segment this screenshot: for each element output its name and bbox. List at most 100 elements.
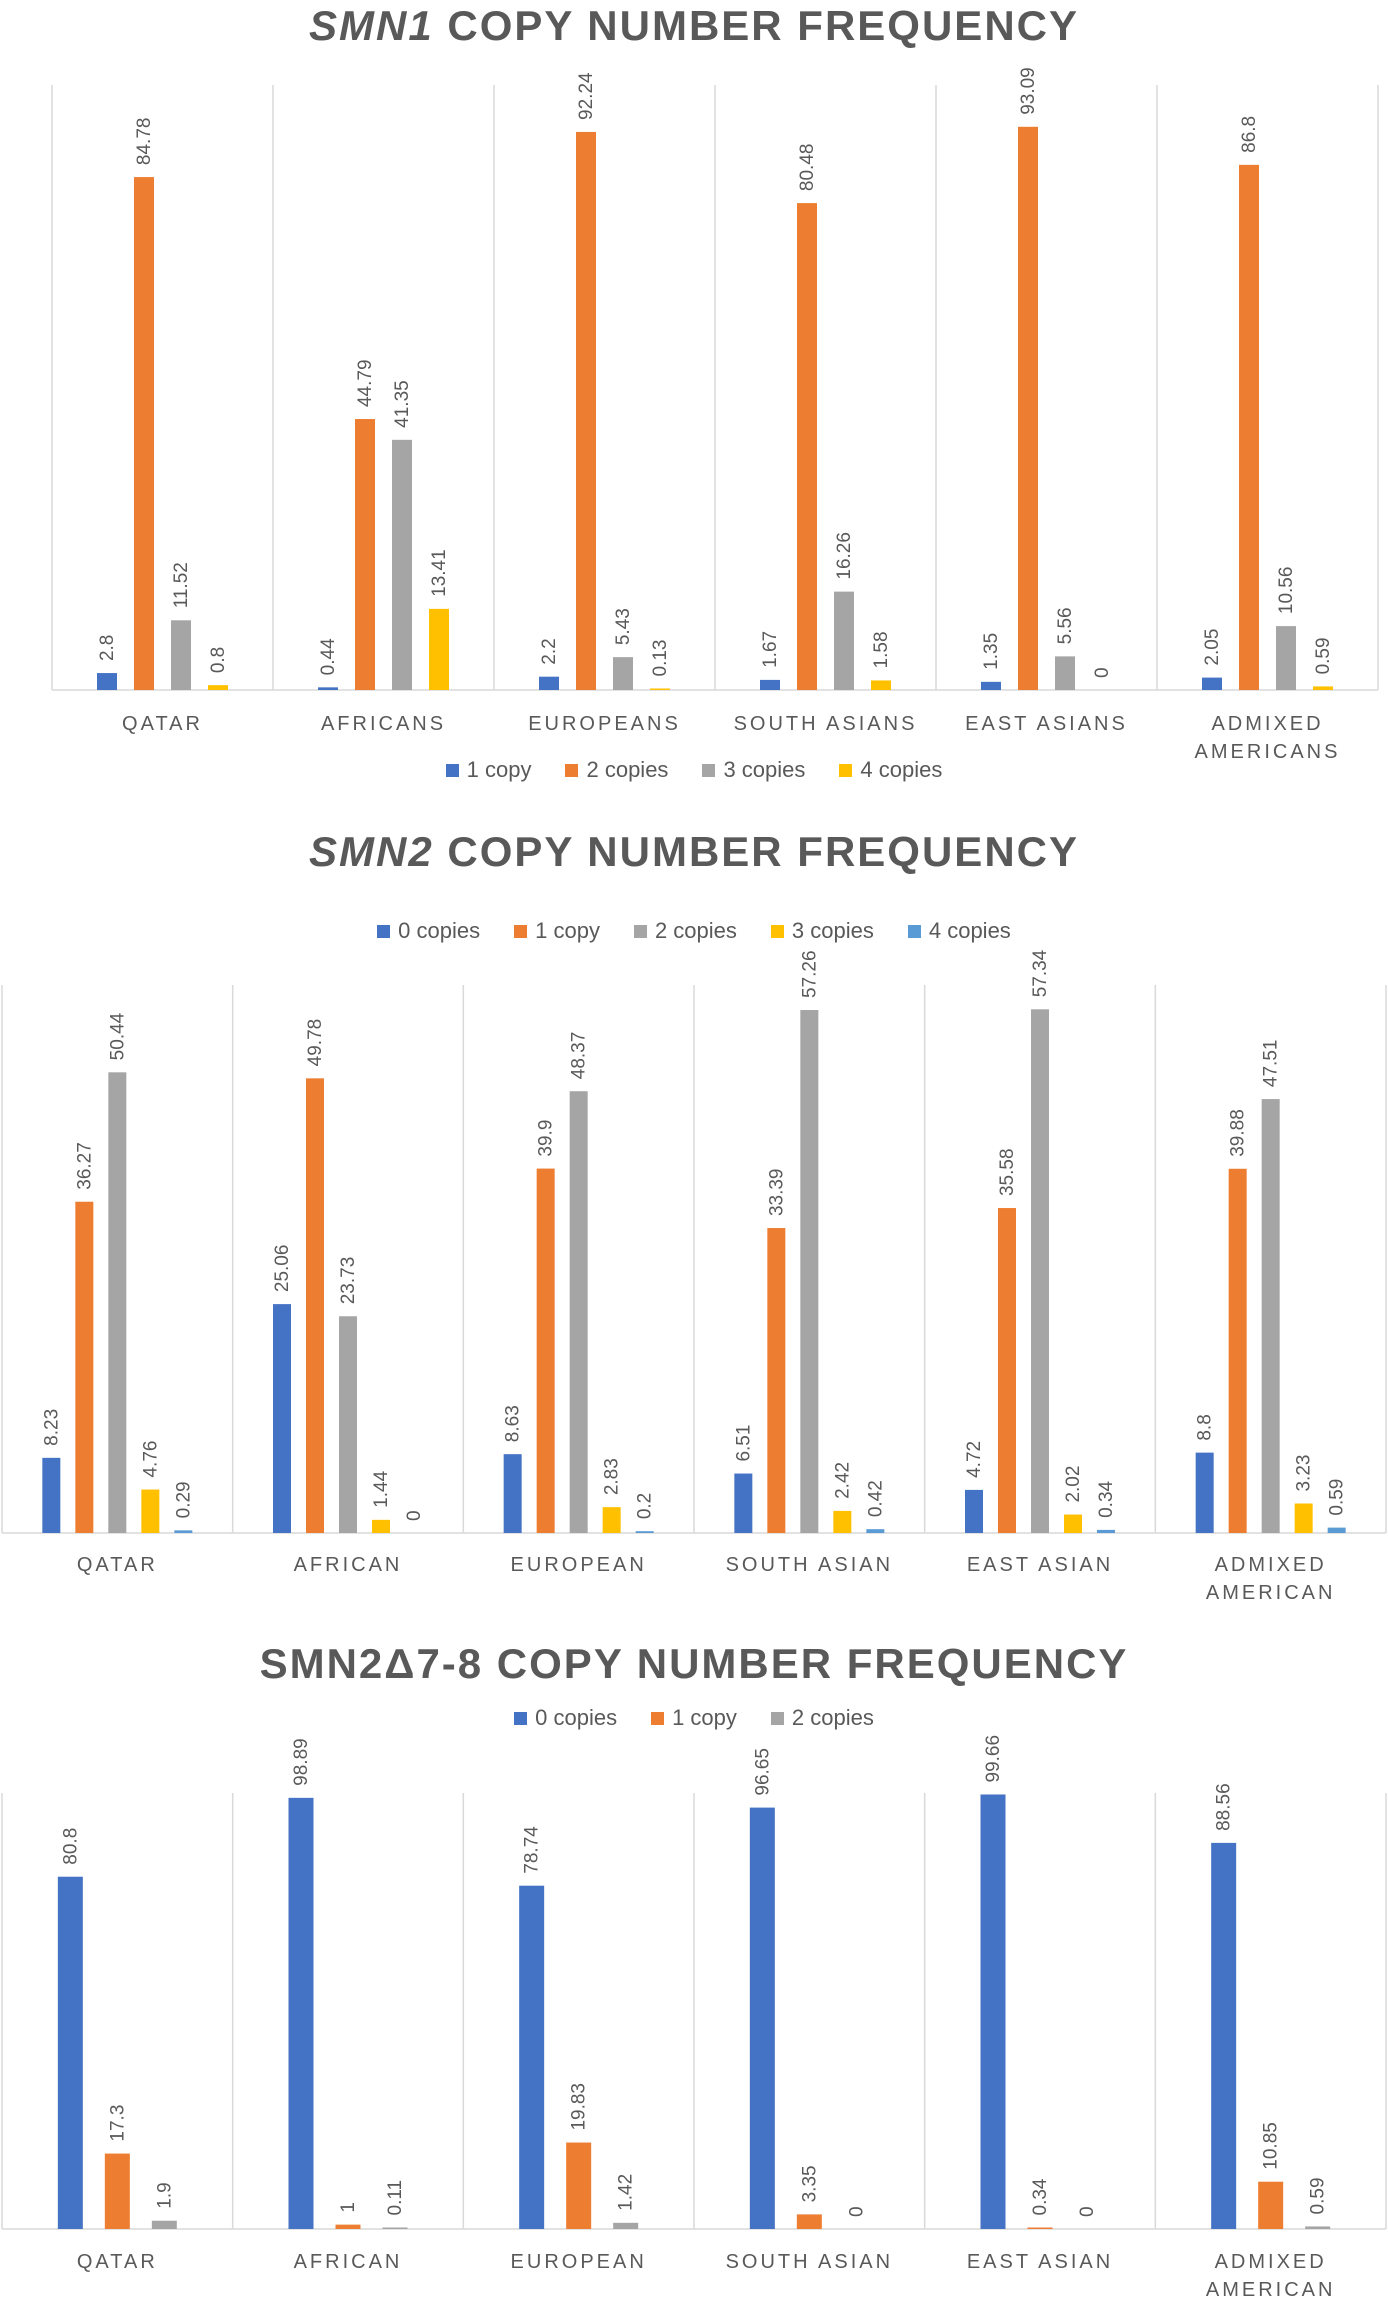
bar-south-asian-0-copies (734, 1473, 753, 1533)
data-label: 6.51 (733, 1425, 754, 1462)
legend-label: 1 copy (535, 918, 600, 943)
bar-europeans-2-copies (576, 131, 596, 690)
data-label: 0.13 (650, 640, 671, 677)
data-label: 2.8 (97, 635, 118, 661)
bar-european-3-copies (602, 1507, 621, 1533)
bar-qatar-1-copy (104, 2153, 130, 2229)
chart-title-smn1: SMN1 COPY NUMBER FREQUENCY (0, 2, 1388, 50)
legend-item-0-copies: 0 copies (377, 918, 480, 944)
legend-swatch (702, 763, 716, 777)
bar-african-1-copy (306, 1078, 324, 1533)
bar-european-2-copies (613, 2222, 639, 2229)
legend-item-3-copies: 3 copies (702, 757, 805, 783)
bar-south-asian-3-copies (833, 1510, 852, 1533)
category-label: AMERICAN (1206, 1582, 1336, 1604)
bar-south-asian-4-copies (866, 1529, 885, 1533)
legend-label: 4 copies (928, 918, 1011, 943)
bar-south-asians-3-copies (834, 591, 854, 690)
data-label: 0 (1077, 2206, 1098, 2217)
legend-item-1-copy: 1 copy (445, 757, 532, 783)
data-label: 39.9 (536, 1120, 557, 1157)
data-label: 0.2 (635, 1493, 656, 1519)
category-label: AMERICANS (1195, 741, 1341, 763)
bar-admixed-american-3-copies (1294, 1503, 1313, 1533)
title-gene-name: SMN1 (309, 2, 434, 49)
data-label: 0.34 (1030, 2178, 1051, 2215)
legend-swatch (770, 924, 784, 938)
legend-label: 0 copies (398, 918, 481, 943)
category-label: SOUTH ASIAN (726, 1554, 893, 1576)
data-label: 11.52 (171, 562, 192, 608)
data-label: 36.27 (74, 1142, 95, 1190)
bar-admixed-americans-2-copies (1239, 164, 1259, 691)
data-label: 0.59 (1308, 2177, 1329, 2214)
chart-title-smn2-delta: SMN2Δ7-8 COPY NUMBER FREQUENCY (0, 1640, 1388, 1688)
bar-admixed-american-4-copies (1327, 1527, 1346, 1533)
data-label: 98.89 (291, 1738, 312, 1786)
data-label: 1.67 (760, 631, 781, 668)
legend-swatch (633, 924, 647, 938)
bar-european-1-copy (566, 2142, 592, 2229)
bar-african-0-copies (288, 1797, 314, 2229)
bar-european-0-copies (503, 1454, 522, 1533)
bar-africans-2-copies (355, 419, 375, 690)
category-label: EUROPEANS (528, 713, 681, 735)
data-label: 3.35 (799, 2165, 820, 2202)
legend-swatch (514, 1711, 528, 1725)
bar-south-asians-2-copies (797, 203, 817, 690)
data-label: 1.35 (981, 633, 1002, 670)
legend-smn1: 1 copy 2 copies 3 copies 4 copies (0, 757, 1388, 783)
legend-item-2-copies: 2 copies (770, 1705, 874, 1731)
bar-east-asians-2-copies (1018, 126, 1038, 691)
bar-qatar-0-copies (57, 1876, 83, 2229)
data-label: 1.9 (154, 2182, 175, 2208)
data-label: 86.8 (1239, 116, 1260, 153)
legend-item-2-copies: 2 copies (633, 918, 737, 944)
category-label: EAST ASIANS (965, 713, 1128, 735)
legend-label: 1 copy (466, 757, 532, 782)
data-label: 80.48 (797, 144, 818, 192)
bar-east-asian-2-copies (1031, 1009, 1049, 1533)
data-label: 0.34 (1096, 1480, 1117, 1517)
bar-south-asian-1-copy (767, 1228, 786, 1533)
bar-south-asians-4-copies (871, 680, 891, 690)
category-label: EAST ASIAN (967, 2251, 1113, 2273)
data-label: 5.43 (613, 608, 634, 645)
legend-label: 3 copies (791, 918, 874, 943)
data-label: 33.39 (766, 1168, 787, 1216)
data-label: 35.58 (997, 1148, 1018, 1196)
category-label: AFRICAN (294, 2251, 403, 2273)
bar-south-asian-1-copy (796, 2214, 822, 2229)
category-label: SOUTH ASIANS (734, 713, 918, 735)
legend-smn2-delta: 0 copies 1 copy 2 copies (0, 1705, 1388, 1731)
legend-swatch (377, 924, 391, 938)
bar-south-asian-0-copies (749, 1807, 775, 2229)
data-label: 49.78 (305, 1019, 326, 1067)
category-label: EUROPEAN (511, 1554, 647, 1576)
legend-swatch (907, 924, 921, 938)
legend-swatch (651, 1711, 665, 1725)
data-label: 23.73 (338, 1257, 359, 1305)
bar-africans-4-copies (429, 608, 449, 690)
legend-label: 2 copies (654, 918, 737, 943)
data-label: 3.23 (1294, 1455, 1315, 1492)
category-label: AMERICAN (1206, 2279, 1336, 2301)
bar-africans-1-copy (318, 687, 338, 690)
data-label: 2.02 (1063, 1466, 1084, 1503)
data-label: 1.42 (616, 2174, 637, 2211)
bar-east-asian-0-copies (965, 1489, 983, 1533)
data-label: 16.26 (834, 532, 855, 580)
legend-swatch (445, 763, 459, 777)
bar-south-asian-2-copies (800, 1010, 819, 1533)
bar-admixed-american-1-copy (1228, 1168, 1247, 1533)
data-label: 48.37 (569, 1032, 590, 1080)
legend-label: 2 copies (791, 1705, 874, 1730)
bar-east-asian-1-copy (1027, 2227, 1053, 2229)
legend-label: 1 copy (672, 1705, 737, 1730)
data-label: 0 (1092, 667, 1113, 678)
bar-east-asians-3-copies (1055, 656, 1075, 690)
legend-item-2-copies: 2 copies (565, 757, 668, 783)
data-label: 4.72 (964, 1441, 985, 1478)
bar-european-1-copy (536, 1168, 555, 1533)
